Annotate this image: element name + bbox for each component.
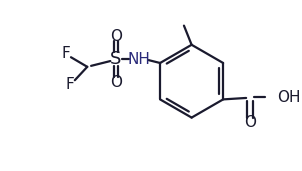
Text: O: O: [244, 115, 256, 130]
Text: F: F: [62, 46, 71, 61]
Text: O: O: [110, 29, 122, 44]
Text: F: F: [66, 77, 74, 91]
Text: OH: OH: [277, 90, 300, 105]
Text: S: S: [110, 50, 122, 68]
Text: O: O: [110, 75, 122, 90]
Text: NH: NH: [127, 52, 150, 67]
